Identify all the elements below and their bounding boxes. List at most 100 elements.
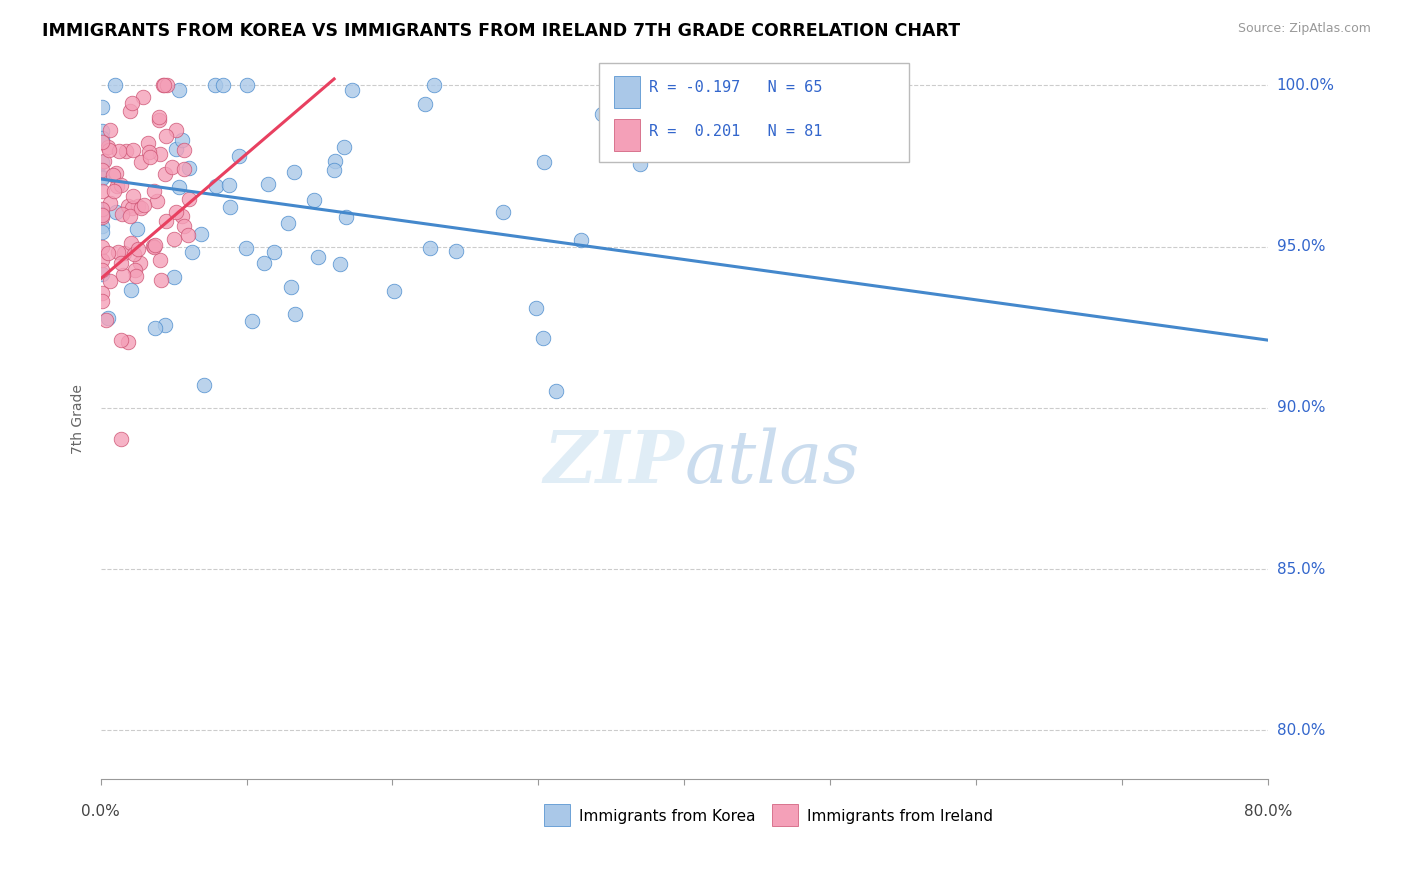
Point (104, 78, 127, 93)
Point (129, 155, 152, 169)
Point (323, 163, 346, 178)
Point (107, 244, 129, 259)
Text: atlas: atlas (685, 427, 860, 498)
Text: R = -0.197   N = 65: R = -0.197 N = 65 (650, 80, 823, 95)
Point (149, 147, 172, 161)
Point (91, 203, 114, 218)
Point (205, 179, 228, 194)
Point (524, 301, 547, 316)
Point (98, 274, 121, 288)
Point (91, 240, 114, 254)
Bar (614, 76, 640, 108)
Point (173, 144, 195, 158)
Point (91, 263, 114, 277)
Point (121, 143, 143, 157)
Point (91, 267, 114, 281)
Text: 100.0%: 100.0% (1277, 78, 1334, 93)
Point (491, 204, 513, 219)
Point (162, 269, 184, 284)
Point (114, 245, 136, 260)
Point (127, 199, 149, 213)
Text: R =  0.201   N = 81: R = 0.201 N = 81 (650, 124, 823, 139)
Point (94, 312, 117, 326)
Text: 0.0%: 0.0% (82, 804, 120, 819)
Point (240, 314, 263, 328)
Point (105, 205, 128, 219)
Point (121, 96, 143, 111)
Point (257, 177, 280, 191)
Point (413, 96, 436, 111)
Point (145, 194, 167, 208)
Text: IMMIGRANTS FROM KOREA VS IMMIGRANTS FROM IRELAND 7TH GRADE CORRELATION CHART: IMMIGRANTS FROM KOREA VS IMMIGRANTS FROM… (42, 22, 960, 40)
Point (193, 378, 215, 392)
Point (143, 237, 166, 252)
Point (127, 242, 149, 256)
Point (155, 214, 177, 228)
Point (111, 268, 134, 282)
Point (105, 179, 128, 194)
Point (91, 253, 114, 268)
Y-axis label: 7th Grade: 7th Grade (72, 384, 86, 454)
Point (110, 432, 132, 446)
Point (91, 219, 114, 234)
Point (121, 201, 143, 215)
Point (128, 256, 150, 270)
Text: Source: ZipAtlas.com: Source: ZipAtlas.com (1237, 22, 1371, 36)
Point (91, 135, 114, 149)
Point (122, 247, 145, 261)
Point (284, 307, 307, 321)
Point (115, 145, 138, 159)
Point (332, 139, 354, 153)
Point (110, 207, 132, 221)
Point (132, 198, 155, 212)
Point (142, 184, 165, 198)
Point (165, 142, 187, 156)
Point (149, 252, 172, 267)
Point (91, 202, 114, 216)
Point (108, 145, 131, 159)
Point (153, 318, 176, 333)
Point (253, 256, 276, 270)
Point (204, 78, 226, 93)
Bar (614, 120, 640, 152)
Point (165, 205, 187, 219)
Point (110, 178, 132, 193)
Point (153, 167, 176, 181)
Point (97, 140, 120, 154)
Point (190, 227, 212, 242)
Point (263, 245, 285, 260)
Point (382, 284, 405, 298)
Point (118, 103, 141, 118)
Point (173, 219, 195, 233)
Point (419, 241, 441, 255)
Point (173, 162, 195, 177)
Point (91, 210, 114, 224)
Point (236, 78, 259, 93)
Point (120, 283, 142, 297)
Bar (544, 804, 569, 826)
Point (104, 166, 127, 180)
Point (91, 285, 114, 300)
Point (591, 107, 613, 121)
Point (132, 90, 155, 104)
Point (219, 200, 242, 214)
Point (218, 178, 240, 192)
Point (165, 122, 187, 136)
Point (148, 113, 170, 128)
Point (117, 334, 139, 349)
Point (283, 165, 305, 179)
Point (181, 245, 204, 260)
Point (323, 153, 346, 168)
Point (91, 225, 114, 239)
Point (122, 189, 145, 203)
Point (110, 256, 132, 270)
Point (340, 83, 363, 97)
Point (91, 124, 114, 138)
Point (143, 240, 166, 254)
Point (103, 184, 125, 198)
Point (98, 196, 121, 211)
Point (91, 293, 114, 308)
Text: Immigrants from Korea: Immigrants from Korea (579, 809, 756, 824)
Point (91, 207, 114, 221)
Point (307, 250, 329, 264)
